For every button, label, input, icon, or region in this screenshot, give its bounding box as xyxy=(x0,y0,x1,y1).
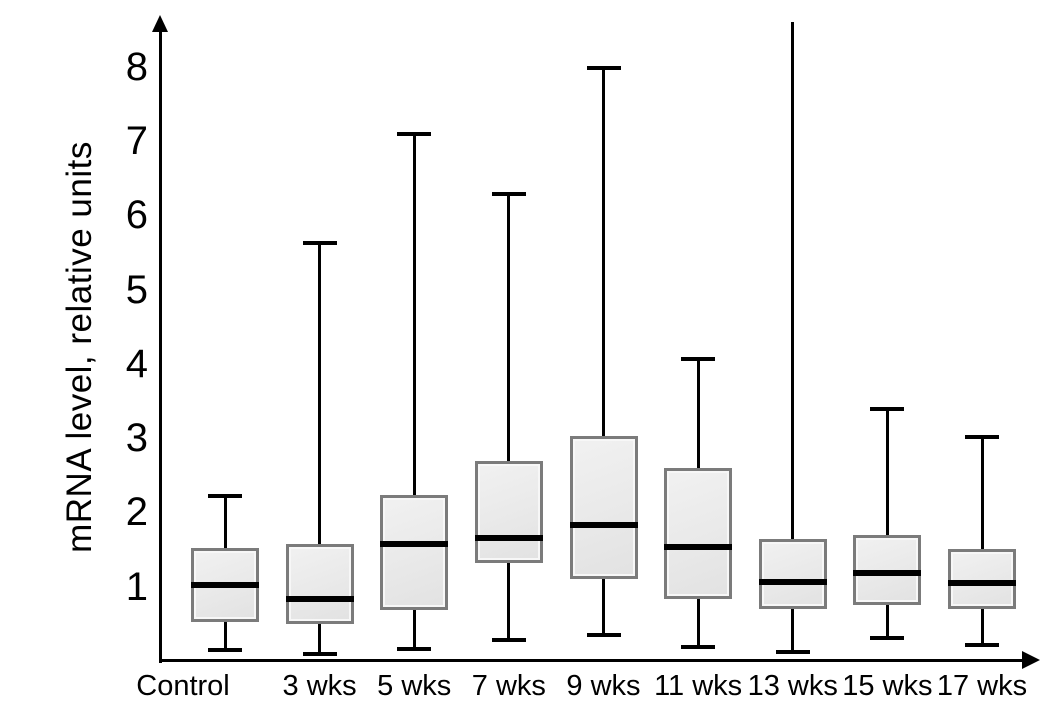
whisker-line xyxy=(791,22,795,653)
y-tick-label: 2 xyxy=(125,490,148,535)
y-tick-label: 7 xyxy=(125,118,148,163)
x-axis-line xyxy=(159,659,1024,662)
y-axis-arrow-icon xyxy=(152,15,168,32)
box xyxy=(758,539,827,609)
median-line xyxy=(948,579,1016,586)
whisker-cap-bottom xyxy=(208,647,242,652)
x-tick-label: 9 wks xyxy=(566,670,641,702)
whisker-cap-top xyxy=(208,494,242,499)
box xyxy=(474,461,543,563)
whisker-cap-bottom xyxy=(397,647,432,652)
median-line xyxy=(380,541,449,548)
y-tick-label: 1 xyxy=(125,564,148,609)
x-tick-label: 3 wks xyxy=(282,670,357,702)
whisker-line xyxy=(980,437,984,645)
whisker-cap-bottom xyxy=(681,644,716,649)
median-line xyxy=(191,582,259,589)
whisker-line xyxy=(318,242,322,655)
whisker-cap-bottom xyxy=(965,642,999,647)
whisker-line xyxy=(602,68,605,635)
box xyxy=(664,467,733,600)
whisker-line xyxy=(507,193,511,641)
x-axis-arrow-icon xyxy=(1022,651,1040,669)
x-tick-label: 17 wks xyxy=(936,670,1028,702)
whisker-cap-bottom xyxy=(586,632,621,637)
whisker-cap-top xyxy=(965,435,999,440)
whisker-cap-top xyxy=(870,407,905,412)
whisker-line xyxy=(885,409,889,638)
whisker-cap-top xyxy=(586,66,621,71)
median-line xyxy=(664,544,733,551)
median-line xyxy=(569,522,638,529)
whisker-cap-top xyxy=(302,240,337,245)
whisker-cap-bottom xyxy=(870,635,905,640)
y-tick-label: 3 xyxy=(125,416,148,461)
box xyxy=(285,544,354,624)
x-tick-label: 7 wks xyxy=(471,670,546,702)
y-tick-label: 6 xyxy=(125,193,148,238)
median-line xyxy=(758,579,827,586)
median-line xyxy=(474,534,543,541)
box xyxy=(380,495,449,611)
whisker-line xyxy=(412,134,416,650)
whisker-cap-bottom xyxy=(491,638,526,643)
x-tick-label: 15 wks xyxy=(842,670,933,702)
y-tick-label: 4 xyxy=(125,341,148,386)
x-tick-label: Control xyxy=(136,670,230,702)
whisker-cap-top xyxy=(491,191,526,196)
y-tick-label: 8 xyxy=(125,44,148,89)
median-line xyxy=(853,570,922,577)
y-axis-line xyxy=(159,28,162,663)
whisker-cap-bottom xyxy=(302,652,337,657)
box xyxy=(948,548,1016,609)
x-tick-label: 11 wks xyxy=(654,670,743,702)
whisker-cap-bottom xyxy=(775,650,810,655)
median-line xyxy=(285,596,354,603)
whisker-cap-top xyxy=(397,132,432,137)
x-tick-label: 5 wks xyxy=(377,670,452,702)
whisker-cap-top xyxy=(681,357,716,362)
box xyxy=(569,435,638,580)
x-tick-label: 13 wks xyxy=(747,670,838,702)
box xyxy=(853,534,922,606)
y-tick-label: 5 xyxy=(125,267,148,312)
